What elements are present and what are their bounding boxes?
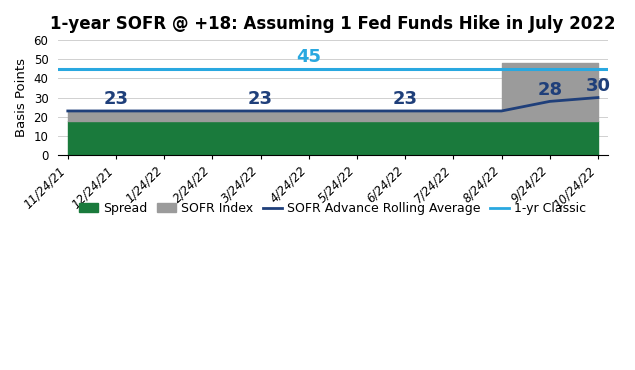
Text: 23: 23 (248, 90, 273, 108)
Y-axis label: Basis Points: Basis Points (15, 58, 28, 137)
Text: 23: 23 (392, 90, 418, 108)
Text: 23: 23 (104, 90, 128, 108)
Title: 1-year SOFR @ +18: Assuming 1 Fed Funds Hike in July 2022: 1-year SOFR @ +18: Assuming 1 Fed Funds … (50, 15, 615, 33)
Text: 30: 30 (585, 77, 610, 95)
Legend: Spread, SOFR Index, SOFR Advance Rolling Average, 1-yr Classic: Spread, SOFR Index, SOFR Advance Rolling… (74, 197, 591, 220)
Text: 28: 28 (537, 81, 562, 98)
Text: 45: 45 (297, 48, 321, 66)
